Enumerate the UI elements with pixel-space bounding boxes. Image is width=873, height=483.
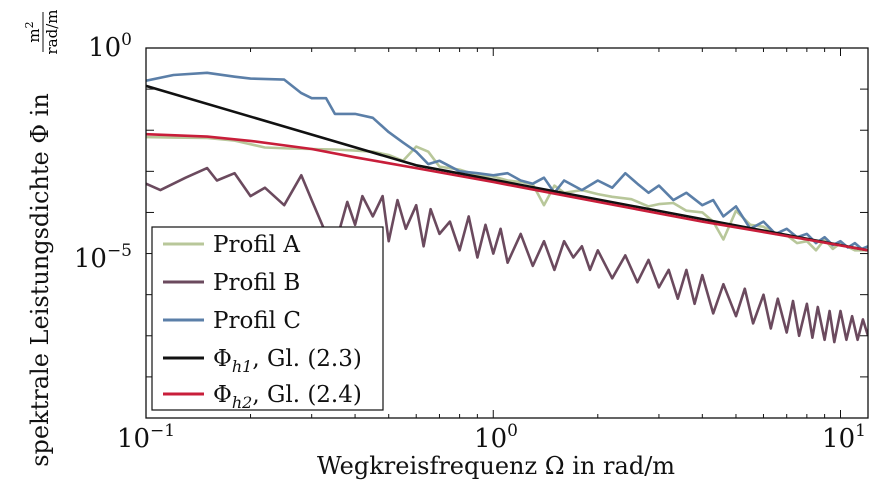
x-tick-1-base: 10 (117, 424, 150, 454)
ticks-layer (145, 47, 868, 419)
legend-label-profil-c: Profil C (213, 308, 301, 334)
y-tick-1-exp: 0 (121, 30, 132, 50)
y-axis-unit-numerator: m2 (23, 21, 43, 42)
y-tick-label-1: 100 (88, 30, 132, 63)
plot-frame (145, 47, 869, 419)
x-tick-label-1: 10−1 (117, 421, 175, 454)
legend-label-profil-b: Profil B (213, 270, 300, 296)
x-axis-label: Wegkreisfrequenz Ω in rad/m (317, 452, 675, 480)
y-tick-2-exp: −5 (107, 241, 132, 261)
legend-item-phi-h1: Φh1, Gl. (2.3) (163, 346, 362, 376)
y-axis-label-main: spektrale Leistungsdichte Φ in (26, 93, 54, 467)
x-tick-1-exp: −1 (150, 421, 175, 441)
x-tick-3-exp: 1 (855, 421, 866, 441)
legend-item-profil-a: Profil A (163, 232, 300, 258)
series-line-profil-c (146, 71, 868, 251)
legend-item-phi-h2: Φh2, Gl. (2.4) (163, 382, 362, 412)
y-axis-label: spektrale Leistungsdichte Φ in m2 rad/m (23, 10, 61, 467)
legend-label-phi-h2: Φh2, Gl. (2.4) (213, 382, 362, 412)
y-tick-1-base: 10 (88, 33, 121, 63)
x-tick-2-exp: 0 (507, 421, 518, 441)
legend-label-profil-a: Profil A (213, 232, 300, 258)
series-line-h1-gl-2-3 (146, 84, 868, 252)
y-tick-label-2: 10−5 (74, 241, 132, 274)
y-tick-2-base: 10 (74, 244, 107, 274)
legend: Profil A Profil B Profil C Φh1, Gl. (2.3… (151, 226, 384, 412)
x-tick-label-3: 101 (822, 421, 866, 454)
x-tick-3-base: 10 (822, 424, 855, 454)
x-tick-label-2: 100 (474, 421, 518, 454)
legend-label-phi-h1: Φh1, Gl. (2.3) (213, 346, 362, 376)
legend-item-profil-c: Profil C (163, 308, 301, 334)
x-tick-2-base: 10 (474, 424, 507, 454)
legend-item-profil-b: Profil B (163, 270, 300, 296)
series-layer (146, 71, 868, 344)
y-axis-unit-denominator: rad/m (43, 10, 61, 55)
series-line-h2-gl-2-4 (146, 132, 868, 252)
